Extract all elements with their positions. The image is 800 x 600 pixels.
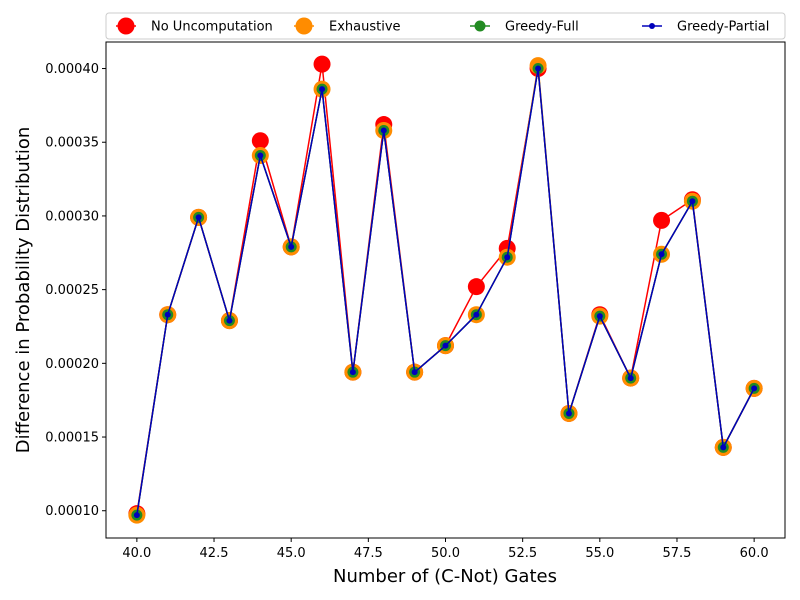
data-point (411, 369, 418, 376)
data-point (226, 317, 233, 324)
x-axis: 40.0 42.5 45.0 47.5 50.0 52.5 55.0 57.5 60.0 (122, 538, 769, 561)
data-point (653, 211, 671, 229)
data-point (658, 251, 665, 258)
data-point (689, 198, 696, 205)
y-tick-label: 0.00040 (45, 62, 99, 77)
data-point (442, 342, 449, 349)
y-tick-label: 0.00020 (45, 357, 99, 372)
legend-marker (649, 23, 655, 29)
x-tick-label: 55.0 (585, 546, 614, 561)
legend-label: Greedy-Partial (677, 20, 769, 35)
x-tick-label: 45.0 (277, 546, 306, 561)
y-tick-label: 0.00015 (45, 431, 99, 446)
legend-item-2: Greedy-Full (470, 20, 579, 35)
data-point (751, 385, 758, 392)
y-tick-label: 0.00035 (45, 136, 99, 151)
y-axis-label: Difference in Probability Distribution (13, 127, 34, 454)
x-tick-label: 60.0 (740, 546, 769, 561)
legend-label: Greedy-Full (505, 20, 579, 35)
data-point (565, 410, 572, 417)
x-axis-label: Number of (C-Not) Gates (333, 566, 557, 587)
data-point (288, 243, 295, 250)
data-point (349, 369, 356, 376)
legend-marker (474, 20, 486, 32)
data-point (319, 86, 326, 93)
series-layer (128, 55, 763, 524)
legend-item-1: Exhaustive (294, 17, 401, 35)
legend-label: Exhaustive (329, 20, 401, 35)
y-tick-label: 0.00010 (45, 504, 99, 519)
data-point (535, 65, 542, 72)
legend-item-3: Greedy-Partial (642, 20, 769, 35)
data-point (504, 254, 511, 261)
y-tick-label: 0.00030 (45, 209, 99, 224)
data-point (251, 132, 269, 150)
x-tick-label: 57.5 (663, 546, 692, 561)
data-point (313, 55, 331, 73)
x-tick-label: 52.5 (508, 546, 537, 561)
legend-label: No Uncomputation (151, 20, 273, 35)
data-point (473, 311, 480, 318)
data-point (257, 152, 264, 159)
legend-frame (105, 12, 786, 40)
legend-item-0: No Uncomputation (116, 17, 273, 35)
x-tick-label: 42.5 (200, 546, 229, 561)
x-tick-label: 47.5 (354, 546, 383, 561)
x-tick-label: 40.0 (122, 546, 151, 561)
series-3 (133, 65, 758, 519)
legend-marker (295, 17, 313, 35)
data-point (627, 375, 634, 382)
data-point (380, 127, 387, 134)
data-point (195, 214, 202, 221)
data-point (133, 512, 140, 519)
data-point (164, 311, 171, 318)
legend: No Uncomputation Exhaustive Greedy-Full Gre… (105, 12, 786, 40)
data-point (467, 278, 485, 296)
y-axis: 0.00010 0.00015 0.00020 0.00025 0.00030 0.000… (45, 62, 106, 519)
y-tick-label: 0.00025 (45, 283, 99, 298)
x-tick-label: 50.0 (431, 546, 460, 561)
legend-marker (117, 17, 135, 35)
data-point (596, 313, 603, 320)
data-point (720, 444, 727, 451)
